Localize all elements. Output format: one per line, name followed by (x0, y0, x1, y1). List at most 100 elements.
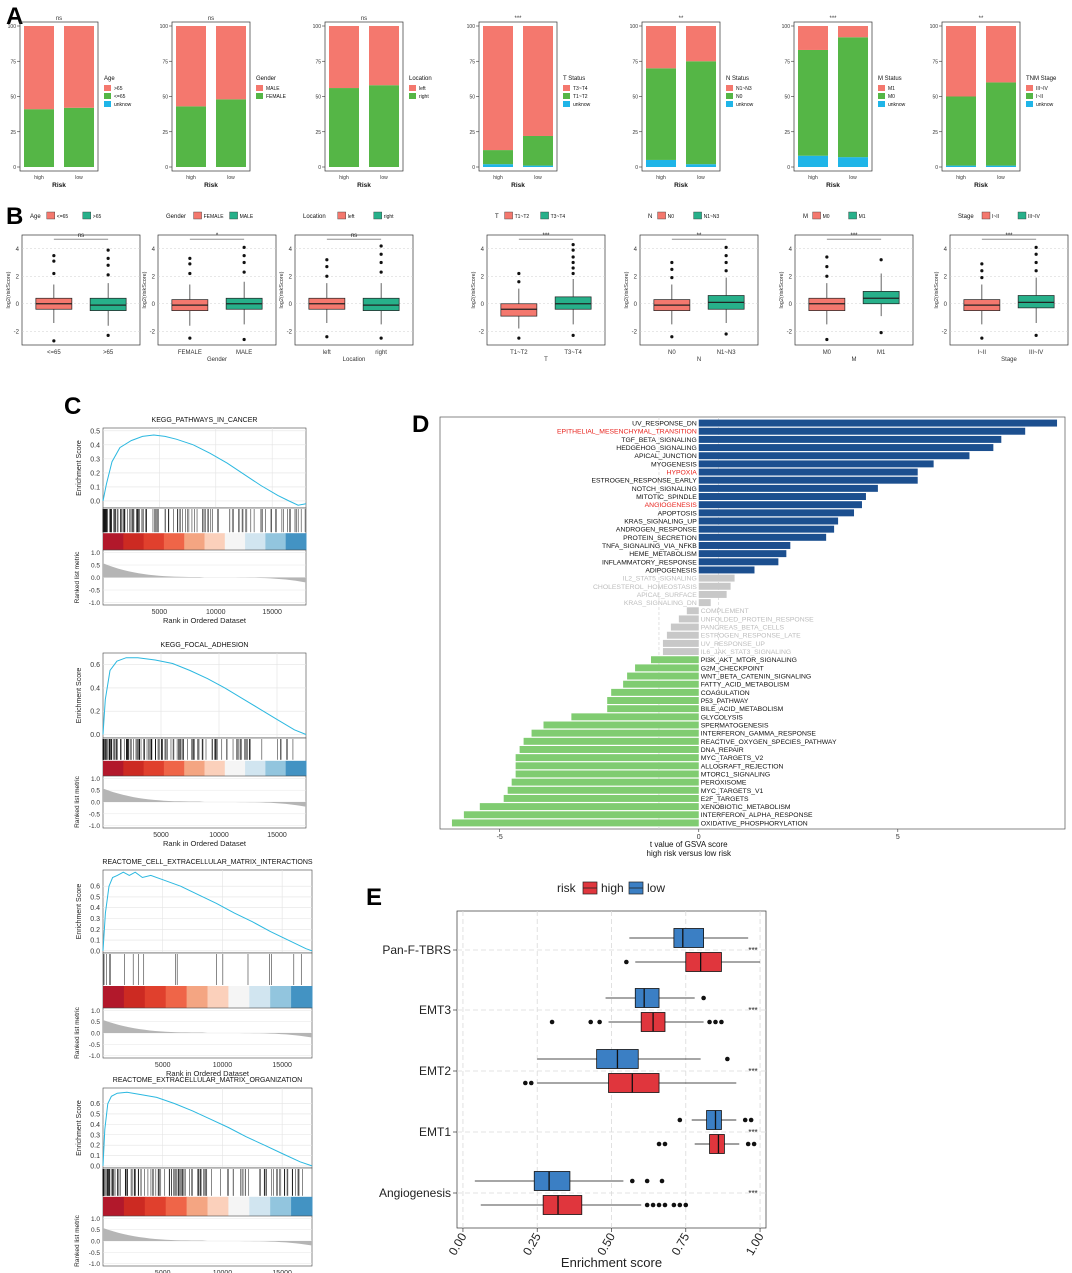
outlier-point (719, 1019, 724, 1025)
x-tick-label: 5000 (153, 832, 169, 839)
bar-adipogenesis (698, 566, 755, 574)
bar-label: MYC_TARGETS_V1 (701, 788, 764, 795)
y-tick-label: 0 (789, 302, 793, 308)
bar-apoptosis (698, 509, 855, 517)
bar-unfolded_protein_response (678, 615, 699, 623)
bar-segment-III-high (946, 96, 976, 166)
metric-tick-label: 0.0 (91, 1239, 100, 1246)
rank-color-segment (245, 760, 266, 776)
legend-title: M (803, 214, 808, 220)
bar-segment-right-low (369, 85, 399, 167)
rank-color-segment (291, 986, 313, 1008)
metric-axis-title: Ranked list metric (74, 1006, 81, 1058)
y-tick-label: 0 (472, 165, 475, 171)
bar-label: ADIPOGENESIS (645, 567, 697, 574)
legend-label: M0 (888, 94, 895, 100)
y-tick-label: 100 (467, 24, 476, 30)
panel-label-e: E (366, 884, 382, 911)
bar-segment-M0-high (798, 49, 828, 156)
bar-fatty_acid_metabolism (623, 680, 699, 688)
y-axis-title: Enrichment Score (76, 440, 83, 496)
bar-segment-III-low (986, 82, 1016, 166)
legend-swatch (812, 211, 821, 220)
legend-label: FEMALE (204, 214, 225, 220)
bar-segment-65-low (64, 107, 94, 167)
panel-a-plot-5: 0 25 50 75 100 ** high low Risk N Status N1~N3 N0 un… (630, 16, 754, 189)
y-tick-label: 50 (315, 95, 321, 101)
x-tick-label: M0 (823, 350, 832, 356)
outlier-point (659, 1178, 665, 1184)
bar-label: IL2_STAT5_SIGNALING (623, 576, 697, 583)
significance-label: *** (514, 16, 522, 22)
axis-frame (639, 234, 759, 346)
legend-swatch (337, 211, 346, 220)
rank-color-segment (184, 760, 205, 776)
legend-title: N Status (726, 76, 749, 82)
panel-a-plot-3: 0 25 50 75 100 ns high low Risk Location left right (313, 16, 432, 189)
rank-color-segment (285, 760, 307, 776)
significance-label: ns (351, 233, 357, 239)
panel-label-b: B (6, 203, 23, 230)
x-axis-title: M (852, 357, 857, 363)
panel-b-plot-1: -2 0 2 4 log2(riskScore) Age <=65 >65 ns <=65 >65 (6, 211, 141, 356)
y-tick-label: 0.0 (90, 948, 100, 955)
outlier-point (571, 266, 575, 270)
panel-c-plot-2: KEGG_FOCAL_ADHESION 0.0 0.2 0.4 0.6 Enrichmen… (74, 642, 307, 848)
outlier-point (188, 256, 192, 260)
bar-tnfa_signaling_via_nfkb (698, 542, 791, 549)
metric-tick-label: 0.5 (91, 563, 100, 570)
legend-label: N1~N3 (704, 214, 720, 220)
x-tick-label: low (997, 175, 1005, 181)
outlier-point (701, 995, 706, 1001)
legend-swatch (563, 85, 570, 91)
x-tick-label: left (323, 350, 331, 356)
metric-tick-label: -1.0 (89, 600, 101, 607)
bar-segment-N0-high (646, 68, 676, 160)
legend-swatch (193, 211, 202, 220)
outlier-point (624, 959, 629, 965)
rank-color-segment (103, 760, 124, 776)
plot-title: KEGG_PATHWAYS_IN_CANCER (152, 417, 258, 424)
bar-label: IL6_JAK_STAT3_SIGNALING (701, 649, 791, 656)
bar-kras_signaling_up (698, 517, 839, 525)
panel-a-plot-6: 0 25 50 75 100 *** high low Risk M Status M1 M0 unkn… (782, 16, 906, 189)
panel-label-c: C (64, 393, 81, 420)
bar-label: ALLOGRAFT_REJECTION (701, 763, 784, 770)
x-tick-label: 15000 (272, 1270, 292, 1273)
bar-segment-FEMALE-high (176, 106, 206, 167)
x-tick-label: high (186, 175, 196, 181)
box-M1 (862, 291, 900, 305)
enrichment-curve (102, 871, 313, 952)
bar-notch_signaling (698, 484, 878, 492)
outlier-point (670, 260, 674, 265)
y-tick-label: 0 (152, 302, 156, 308)
outlier-point (379, 260, 383, 265)
bar-segment-FEMALE-low (216, 99, 246, 167)
outlier-point (980, 336, 984, 340)
rank-color-segment (228, 986, 250, 1008)
y-tick-label: 2 (16, 274, 20, 280)
bar-estrogen_response_late (666, 631, 699, 639)
significance-label: ns (361, 16, 367, 22)
y-tick-label: 4 (481, 247, 485, 253)
outlier-point (325, 258, 329, 262)
es-frame (102, 652, 307, 739)
panel-c-plot-1: KEGG_PATHWAYS_IN_CANCER 0.0 0.1 0.2 0.3 0.4 0.… (74, 417, 307, 625)
bar-coagulation (611, 688, 699, 696)
rank-color-segment (123, 986, 146, 1008)
x-tick-label: 15000 (262, 609, 282, 616)
bar-label: INTERFERON_GAMMA_RESPONSE (701, 731, 817, 738)
legend-title: TNM Stage (1026, 76, 1057, 82)
x-tick-label: low (849, 175, 857, 181)
y-tick-label: 0.3 (90, 456, 100, 463)
outlier-point (1034, 252, 1038, 256)
rank-color-segment (165, 986, 188, 1008)
x-tick-label: low (227, 175, 235, 181)
legend-label: left (348, 214, 355, 220)
legend-label: T1~T2 (515, 214, 530, 220)
significance-label: *** (748, 1128, 757, 1137)
metric-tick-label: 1.0 (91, 550, 100, 557)
significance-label: *** (829, 16, 837, 22)
x-tick-label: 15000 (267, 832, 287, 839)
